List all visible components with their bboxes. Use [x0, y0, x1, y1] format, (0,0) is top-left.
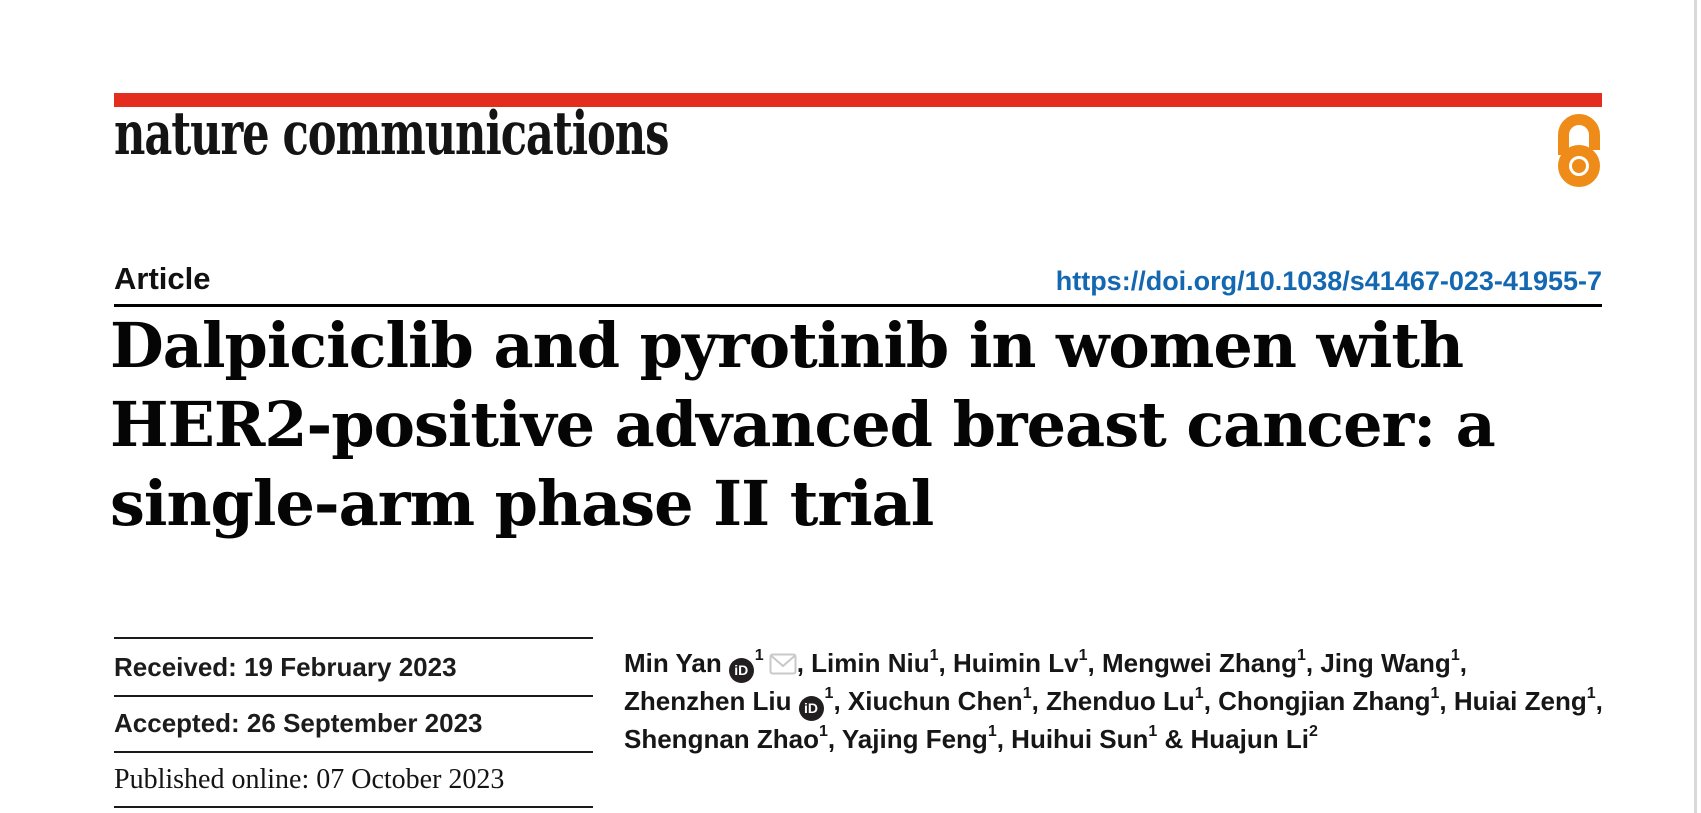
- affiliation-superscript: 1: [1450, 647, 1460, 665]
- email-icon[interactable]: [769, 653, 797, 675]
- separator: ,: [827, 724, 842, 754]
- date-rule-3: [114, 751, 593, 753]
- author: Huiai Zeng1,: [1454, 686, 1603, 716]
- author-name: Huimin Lv: [952, 648, 1079, 678]
- open-access-icon: [1558, 114, 1600, 187]
- author: Zhenduo Lu1,: [1046, 686, 1218, 716]
- title-line-1: Dalpiciclib and pyrotinib in women with: [110, 309, 1464, 382]
- separator: ,: [1087, 648, 1102, 678]
- journal-wordmark: nature communications: [114, 99, 669, 169]
- orcid-icon[interactable]: iD: [728, 658, 754, 683]
- separator: ,: [1595, 686, 1603, 716]
- author-name: Min Yan: [624, 648, 722, 678]
- author-name: Limin Niu: [811, 648, 930, 678]
- author: Mengwei Zhang1,: [1102, 648, 1320, 678]
- author-name: Jing Wang: [1320, 648, 1451, 678]
- orcid-icon[interactable]: iD: [798, 696, 824, 721]
- affiliation-superscript: 1: [1022, 685, 1032, 703]
- author-name: Yajing Feng: [841, 724, 988, 754]
- affiliation-superscript: 1: [1194, 685, 1204, 703]
- author: Chongjian Zhang1,: [1218, 686, 1454, 716]
- separator: ,: [1031, 686, 1047, 716]
- date-rule-1: [114, 637, 593, 639]
- accepted-date: Accepted: 26 September 2023: [114, 708, 483, 738]
- separator: ,: [938, 648, 953, 678]
- author: Min Yan iD1,: [624, 647, 812, 683]
- received-date: Received: 19 February 2023: [114, 652, 457, 682]
- title-line-2: HER2-positive advanced breast cancer: a: [110, 388, 1496, 461]
- author: Yajing Feng1,: [842, 724, 1011, 754]
- masthead-accent-bar: [114, 93, 1602, 107]
- page-edge-border: [1694, 0, 1697, 813]
- separator: ,: [1305, 648, 1321, 678]
- author-name: Xiuchun Chen: [847, 686, 1023, 716]
- author: Zhenzhen Liu iD1,: [624, 685, 848, 721]
- article-title: Dalpiciclib and pyrotinib in women with …: [110, 306, 1570, 543]
- published-date: Published online: 07 October 2023: [114, 764, 505, 795]
- author-name: Huiai Zeng: [1453, 686, 1587, 716]
- separator: ,: [1203, 686, 1219, 716]
- author: Limin Niu1,: [811, 648, 953, 678]
- author: Xiuchun Chen1,: [848, 686, 1046, 716]
- affiliation-superscript: 2: [1308, 723, 1318, 741]
- affiliation-superscript: 1: [1148, 723, 1158, 741]
- separator: ,: [833, 686, 848, 716]
- affiliation-superscript: 1: [987, 723, 997, 741]
- author-name: Huihui Sun: [1011, 724, 1149, 754]
- date-rule-2: [114, 695, 593, 697]
- affiliation-superscript: 1: [1430, 685, 1440, 703]
- title-line-3: single-arm phase II trial: [110, 467, 934, 540]
- author: Huimin Lv1,: [953, 648, 1102, 678]
- author: Huajun Li2: [1191, 724, 1318, 754]
- author-name: Zhenzhen Liu: [624, 686, 792, 716]
- affiliation-superscript: 1: [1296, 647, 1306, 665]
- affiliation-superscript: 1: [1586, 685, 1596, 703]
- article-type-label: Article: [114, 261, 211, 296]
- author: Shengnan Zhao1,: [624, 724, 842, 754]
- separator: ,: [1439, 686, 1454, 716]
- author-list: Min Yan iD1, Limin Niu1, Huimin Lv1, Meng…: [624, 645, 1604, 757]
- date-rule-4: [114, 806, 593, 808]
- author: Huihui Sun1 &: [1011, 724, 1190, 754]
- affiliation-superscript: 1: [754, 647, 764, 665]
- separator: &: [1157, 724, 1191, 754]
- affiliation-superscript: 1: [1078, 647, 1088, 665]
- doi-link[interactable]: https://doi.org/10.1038/s41467-023-41955…: [1055, 266, 1602, 296]
- author-name: Chongjian Zhang: [1218, 686, 1431, 716]
- separator: ,: [1459, 648, 1467, 678]
- author-name: Zhenduo Lu: [1046, 686, 1195, 716]
- author: Jing Wang1,: [1320, 648, 1467, 678]
- author-name: Shengnan Zhao: [624, 724, 819, 754]
- header-rule: [114, 304, 1602, 307]
- affiliation-superscript: 1: [819, 723, 828, 741]
- affiliation-superscript: 1: [824, 685, 834, 703]
- affiliation-superscript: 1: [929, 647, 939, 665]
- separator: ,: [796, 648, 812, 678]
- author-name: Huajun Li: [1190, 724, 1309, 754]
- separator: ,: [996, 724, 1012, 754]
- author-name: Mengwei Zhang: [1101, 648, 1297, 678]
